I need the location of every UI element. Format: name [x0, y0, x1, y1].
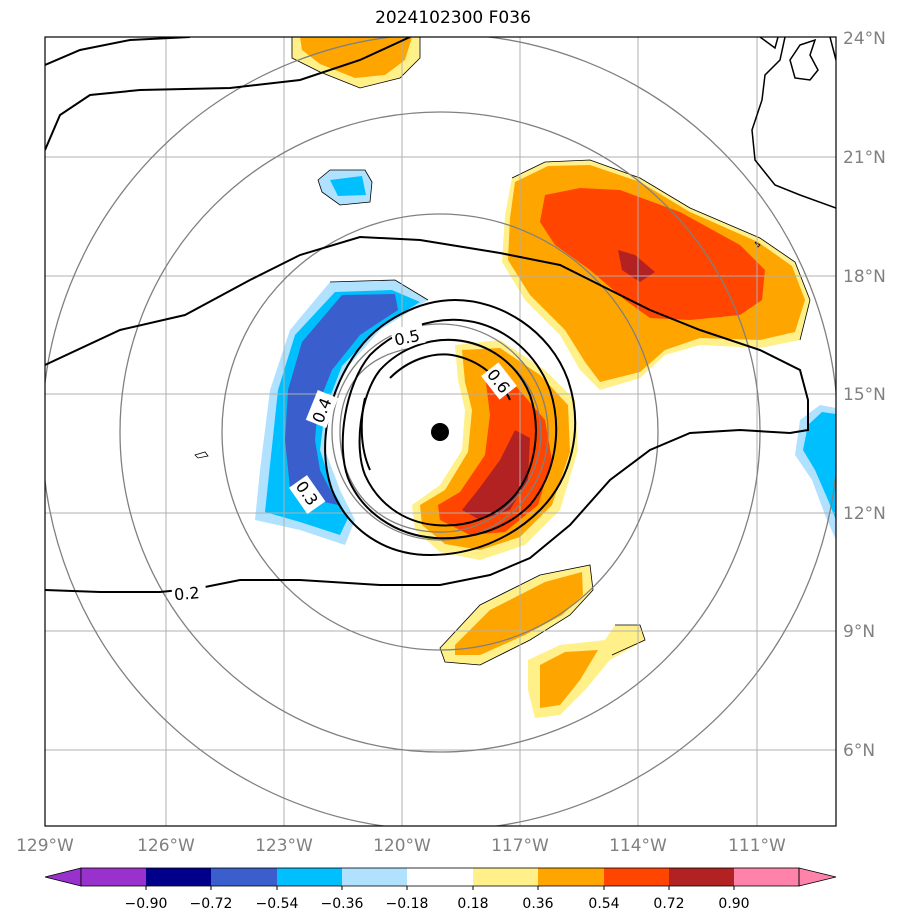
lon-label: 129°W: [16, 836, 74, 856]
lat-tick-labels: 24°N 21°N 18°N 15°N 12°N 9°N 6°N: [843, 29, 886, 761]
lon-label: 120°W: [373, 836, 431, 856]
colorbar-swatch: [211, 868, 277, 886]
colorbar-label: −0.72: [190, 896, 233, 912]
colorbar-label: 0.72: [653, 896, 684, 912]
colorbar-label: −0.36: [321, 896, 364, 912]
shaded-top-orange: [300, 37, 412, 78]
colorbar-label: 0.36: [522, 896, 553, 912]
lon-tick-labels: 129°W 126°W 123°W 120°W 117°W 114°W 111°…: [16, 836, 786, 856]
lon-label: 126°W: [137, 836, 195, 856]
colorbar-swatch: [538, 868, 604, 886]
lat-label: 18°N: [843, 267, 886, 287]
colorbar-extend-low: [44, 867, 82, 887]
shaded-ne-redorange: [540, 188, 765, 320]
shaded-s1-orange: [455, 572, 583, 655]
contour-label-02: 0.2: [173, 583, 200, 604]
colorbar: −0.90 −0.72 −0.54 −0.36 −0.18 0.18 0.36 …: [44, 867, 837, 912]
lon-label: 111°W: [728, 836, 786, 856]
colorbar-label: 0.54: [588, 896, 619, 912]
contours: [45, 37, 809, 593]
colorbar-label: 0.18: [457, 896, 488, 912]
shaded-s2-orange: [540, 650, 598, 708]
colorbar-label: −0.18: [386, 896, 429, 912]
colorbar-extend-high: [798, 867, 837, 887]
lat-label: 15°N: [843, 385, 886, 405]
colorbar-swatch: [342, 868, 407, 886]
lat-label: 12°N: [843, 504, 886, 524]
colorbar-label: −0.54: [256, 896, 299, 912]
colorbar-swatch: [604, 868, 669, 886]
shading-outlines: [194, 37, 811, 666]
shaded-e-cyan: [803, 412, 836, 520]
lat-label: 6°N: [843, 741, 875, 761]
storm-center-marker: [431, 423, 449, 441]
shaded-west-royal: [285, 294, 398, 505]
range-rings: [45, 37, 836, 826]
colorbar-swatch: [734, 868, 799, 886]
lon-label: 123°W: [255, 836, 313, 856]
coastline: [751, 37, 836, 209]
colorbar-swatch: [277, 868, 342, 886]
map-title: 2024102300 F036: [375, 8, 531, 28]
gridlines: [45, 37, 836, 826]
colorbar-swatch: [407, 868, 473, 886]
colorbar-label: −0.90: [125, 896, 168, 912]
contour-label-05: 0.5: [393, 326, 422, 350]
lat-label: 21°N: [843, 148, 886, 168]
map-plot-area: 0.5 0.6 0.4 0.3 0.2: [45, 37, 836, 826]
lon-label: 114°W: [609, 836, 667, 856]
map-frame: [44, 36, 837, 827]
shaded-small-cyan: [330, 176, 366, 196]
lat-label: 24°N: [843, 29, 886, 49]
colorbar-swatch: [146, 868, 211, 886]
lon-label: 117°W: [491, 836, 549, 856]
lat-label: 9°N: [843, 622, 875, 642]
colorbar-label: 0.90: [718, 896, 749, 912]
shaded-se-redorange: [438, 375, 552, 535]
shaded-ne-darkred: [618, 250, 655, 282]
colorbar-swatch: [669, 868, 734, 886]
colorbar-swatch: [81, 868, 146, 886]
colorbar-swatch: [473, 868, 538, 886]
